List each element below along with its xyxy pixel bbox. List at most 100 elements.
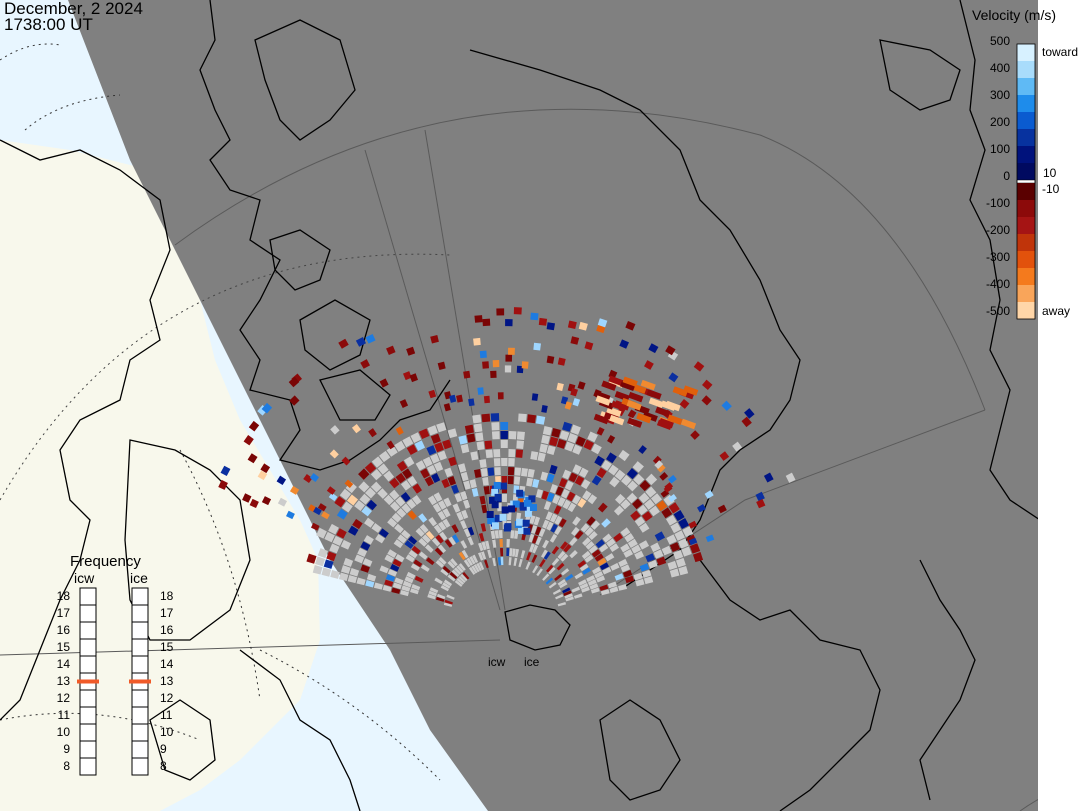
scatter-cell — [402, 580, 412, 588]
scatter-cell — [595, 539, 605, 549]
canada-islands-2 — [269, 229, 331, 291]
scatter-cell — [546, 492, 555, 502]
scatter-cell — [442, 518, 451, 528]
legend-away-swatch — [1017, 200, 1035, 217]
scatter-cell — [472, 554, 479, 564]
scatter-cell — [661, 507, 673, 519]
scatter-cell — [656, 500, 668, 512]
legend-inner-tick-neg10: -10 — [1042, 182, 1060, 196]
echo-cluster-cell — [593, 413, 609, 425]
scatter-cell — [542, 519, 550, 529]
scatter-cell — [639, 522, 650, 533]
scatter-cell — [432, 503, 442, 513]
scatter-cell — [682, 526, 694, 538]
legend-tick-labels: 500 400 300 200 100 0 -100 -200 -300 -400 -500 — [986, 34, 1010, 318]
scatter-cell — [554, 515, 563, 525]
echo-cell — [243, 434, 254, 446]
scatter-cell — [506, 539, 510, 548]
legend-toward-swatch — [1017, 95, 1035, 112]
echo-cell — [338, 338, 349, 349]
scatter-cell — [563, 590, 572, 596]
scatter-cell — [447, 574, 456, 582]
scatter-cell — [378, 528, 389, 538]
scatter-cell — [347, 574, 358, 584]
scatter-cell — [626, 492, 638, 504]
scatter-cell — [661, 545, 672, 556]
scatter-cell — [543, 501, 552, 511]
echo-cell — [570, 387, 578, 397]
echo-cluster-cell — [486, 510, 494, 518]
scatter-cell — [497, 557, 501, 566]
scatter-cell — [451, 484, 460, 494]
scatter-cell — [591, 549, 601, 558]
scatter-cell — [389, 489, 400, 501]
legend-tick-label: -100 — [986, 196, 1010, 210]
scatter-cell — [604, 553, 615, 562]
scatter-cell — [613, 532, 624, 543]
scatter-cell — [521, 467, 528, 477]
scatter-cell — [584, 554, 594, 563]
scatter-cell — [400, 589, 409, 597]
legend-background — [1038, 0, 1083, 811]
scatter-cell — [338, 572, 349, 582]
scatter-cell — [387, 549, 397, 558]
scatter-cell — [336, 508, 348, 520]
scatter-cell — [395, 472, 406, 484]
scatter-cell — [567, 433, 578, 444]
scatter-cell — [407, 475, 418, 487]
scatter-cell — [500, 431, 508, 440]
scatter-cell — [541, 434, 551, 445]
scatter-cell — [644, 498, 655, 510]
scatter-cell — [596, 467, 607, 479]
echo-cell — [406, 346, 416, 356]
scatter-cell — [396, 460, 408, 472]
scatter-cell — [586, 516, 596, 526]
echo-cluster-cell — [658, 417, 674, 429]
scatter-cell — [407, 535, 418, 545]
scatter-cell — [563, 544, 572, 553]
scatter-cell — [493, 458, 501, 467]
scatter-cell — [541, 549, 548, 558]
scatter-cell — [438, 500, 447, 510]
scatter-cell — [390, 501, 401, 512]
scatter-cell — [364, 487, 376, 499]
velocity-legend: Velocity (m/s) 500 400 300 200 100 0 -100 -200 -… — [972, 0, 1083, 811]
scatter-cell — [403, 456, 415, 468]
echo-cell — [368, 428, 377, 438]
echo-cell — [399, 399, 409, 408]
scatter-cell — [562, 499, 571, 510]
baltic-coast — [919, 559, 976, 801]
scatter-cell — [569, 537, 578, 546]
frequency-tick-label: 16 — [160, 623, 174, 637]
echo-cell — [717, 504, 727, 514]
scatter-cell — [585, 541, 595, 550]
scatter-cell — [328, 523, 339, 535]
echo-cell — [656, 463, 666, 473]
scatter-cell — [542, 425, 553, 436]
scatter-cell — [578, 467, 589, 478]
scatter-cell — [390, 563, 400, 572]
echo-cell — [443, 403, 451, 412]
scatter-cell — [473, 469, 482, 479]
echo-cluster-cell — [595, 395, 611, 406]
scatter-cell — [456, 577, 465, 585]
echo-cluster-cell — [609, 414, 625, 426]
scatter-cell — [406, 571, 416, 580]
scatter-cell — [516, 431, 525, 441]
scatter-cell — [427, 594, 436, 600]
scatter-cell — [567, 502, 577, 513]
echo-cell — [310, 522, 320, 531]
scatter-cell — [645, 553, 656, 563]
frequency-tick-label: 18 — [160, 589, 174, 603]
scatter-cell — [406, 499, 417, 510]
scatter-cell — [420, 468, 430, 479]
echo-cell — [638, 445, 647, 455]
echo-cell — [248, 420, 260, 432]
scatter-cell — [492, 557, 497, 567]
frequency-tick-label: 8 — [63, 759, 70, 773]
legend-tick-label: 500 — [990, 34, 1010, 48]
scatter-cell — [491, 431, 500, 440]
scatter-cell — [514, 467, 522, 476]
scatter-cell — [591, 443, 602, 455]
echo-cell — [360, 359, 370, 369]
